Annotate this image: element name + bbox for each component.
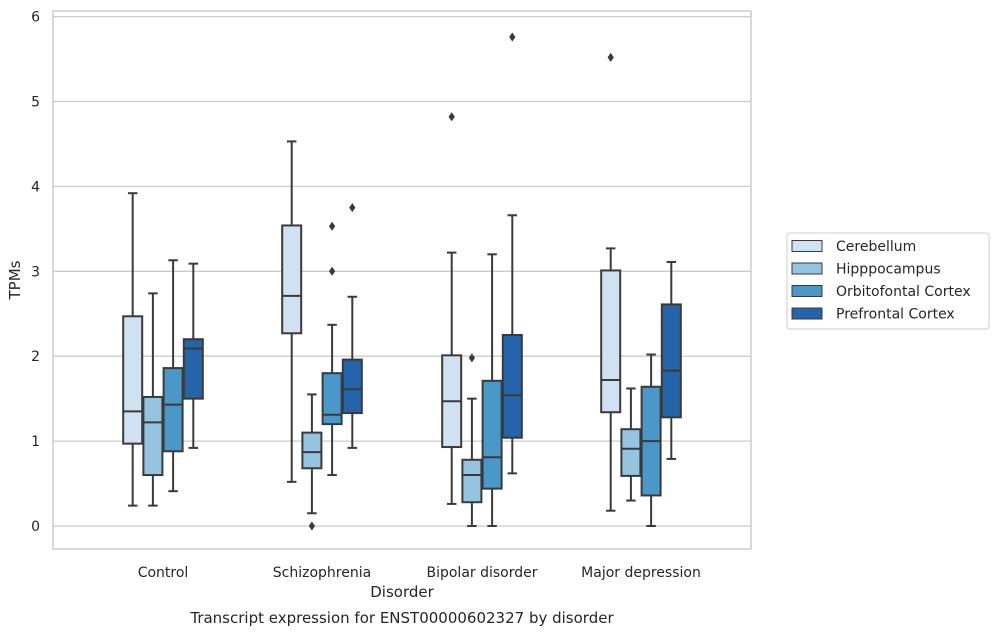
outlier-point xyxy=(448,112,455,122)
box-body xyxy=(162,367,184,453)
x-tick-label: Major depression xyxy=(581,565,701,581)
legend-swatch xyxy=(791,307,823,320)
box xyxy=(660,260,682,460)
x-tick-label: Control xyxy=(138,565,189,581)
box-body xyxy=(321,372,343,426)
legend-label: Prefrontal Cortex xyxy=(836,307,955,323)
outlier-point xyxy=(328,221,336,231)
box-body xyxy=(501,333,523,439)
box-body xyxy=(182,338,204,400)
legend-item: Cerebellum xyxy=(791,239,916,255)
box xyxy=(182,262,204,449)
legend-swatch xyxy=(791,262,823,275)
outlier-point xyxy=(607,52,614,62)
legend-item: Orbitofontal Cortex xyxy=(791,284,971,300)
series-hipppocampus xyxy=(142,292,642,531)
box xyxy=(481,253,503,527)
box-body xyxy=(281,224,303,335)
series-cerebellum xyxy=(122,52,622,512)
box xyxy=(321,221,343,477)
series-orbitofontal-cortex xyxy=(162,221,662,527)
box-body xyxy=(660,303,682,419)
legend-label: Hipppocampus xyxy=(836,262,941,278)
box-body xyxy=(122,315,144,445)
x-tick-label: Schizophrenia xyxy=(273,565,371,581)
box xyxy=(600,52,622,512)
box-body xyxy=(600,269,622,414)
legend-label: Cerebellum xyxy=(836,239,916,255)
box xyxy=(441,112,463,505)
legend-swatch xyxy=(791,285,823,297)
box-body xyxy=(481,379,503,490)
y-tick-label: 4 xyxy=(31,179,40,195)
legend-swatch xyxy=(791,240,823,252)
box-body xyxy=(301,431,323,470)
legend-label: Orbitofontal Cortex xyxy=(836,284,971,300)
box xyxy=(142,292,164,507)
y-tick-label: 5 xyxy=(31,95,40,111)
outlier-point xyxy=(349,203,356,213)
outlier-point xyxy=(509,32,516,42)
box xyxy=(640,353,662,527)
box xyxy=(341,203,363,449)
outlier-point xyxy=(328,266,336,276)
y-axis-label: TPMs xyxy=(6,260,24,300)
box xyxy=(620,387,642,502)
box-body xyxy=(341,358,363,415)
box-body xyxy=(142,395,164,477)
y-tick-label: 2 xyxy=(31,349,40,365)
y-tick-label: 3 xyxy=(31,264,40,280)
legend-item: Prefrontal Cortex xyxy=(791,307,955,323)
y-tick-label: 6 xyxy=(31,10,40,26)
legend-item: Hipppocampus xyxy=(791,262,941,278)
box xyxy=(301,393,323,531)
x-axis-label: Disorder xyxy=(370,583,434,601)
y-axis-ticks: 0 1 2 3 4 5 6 xyxy=(31,10,40,535)
box xyxy=(122,192,144,507)
box-series xyxy=(122,32,682,531)
chart-caption: Transcript expression for ENST0000060232… xyxy=(189,609,614,627)
outlier-point xyxy=(468,353,476,363)
box xyxy=(281,140,303,483)
box-body xyxy=(620,428,642,477)
box-body xyxy=(461,458,483,504)
plot-frame xyxy=(52,10,752,550)
legend-frame xyxy=(786,232,990,330)
series-prefrontal-cortex xyxy=(182,32,682,475)
x-axis-ticks: Control Schizophrenia Bipolar disorder Majo… xyxy=(138,565,701,581)
y-tick-label: 1 xyxy=(31,434,40,450)
legend: Cerebellum Hipppocampus Orbitofontal Corte… xyxy=(786,232,990,330)
y-tick-label: 0 xyxy=(31,519,40,535)
x-tick-label: Bipolar disorder xyxy=(426,565,537,581)
box xyxy=(501,32,523,475)
outlier-point xyxy=(308,521,316,531)
box xyxy=(162,259,184,493)
box xyxy=(461,353,483,527)
